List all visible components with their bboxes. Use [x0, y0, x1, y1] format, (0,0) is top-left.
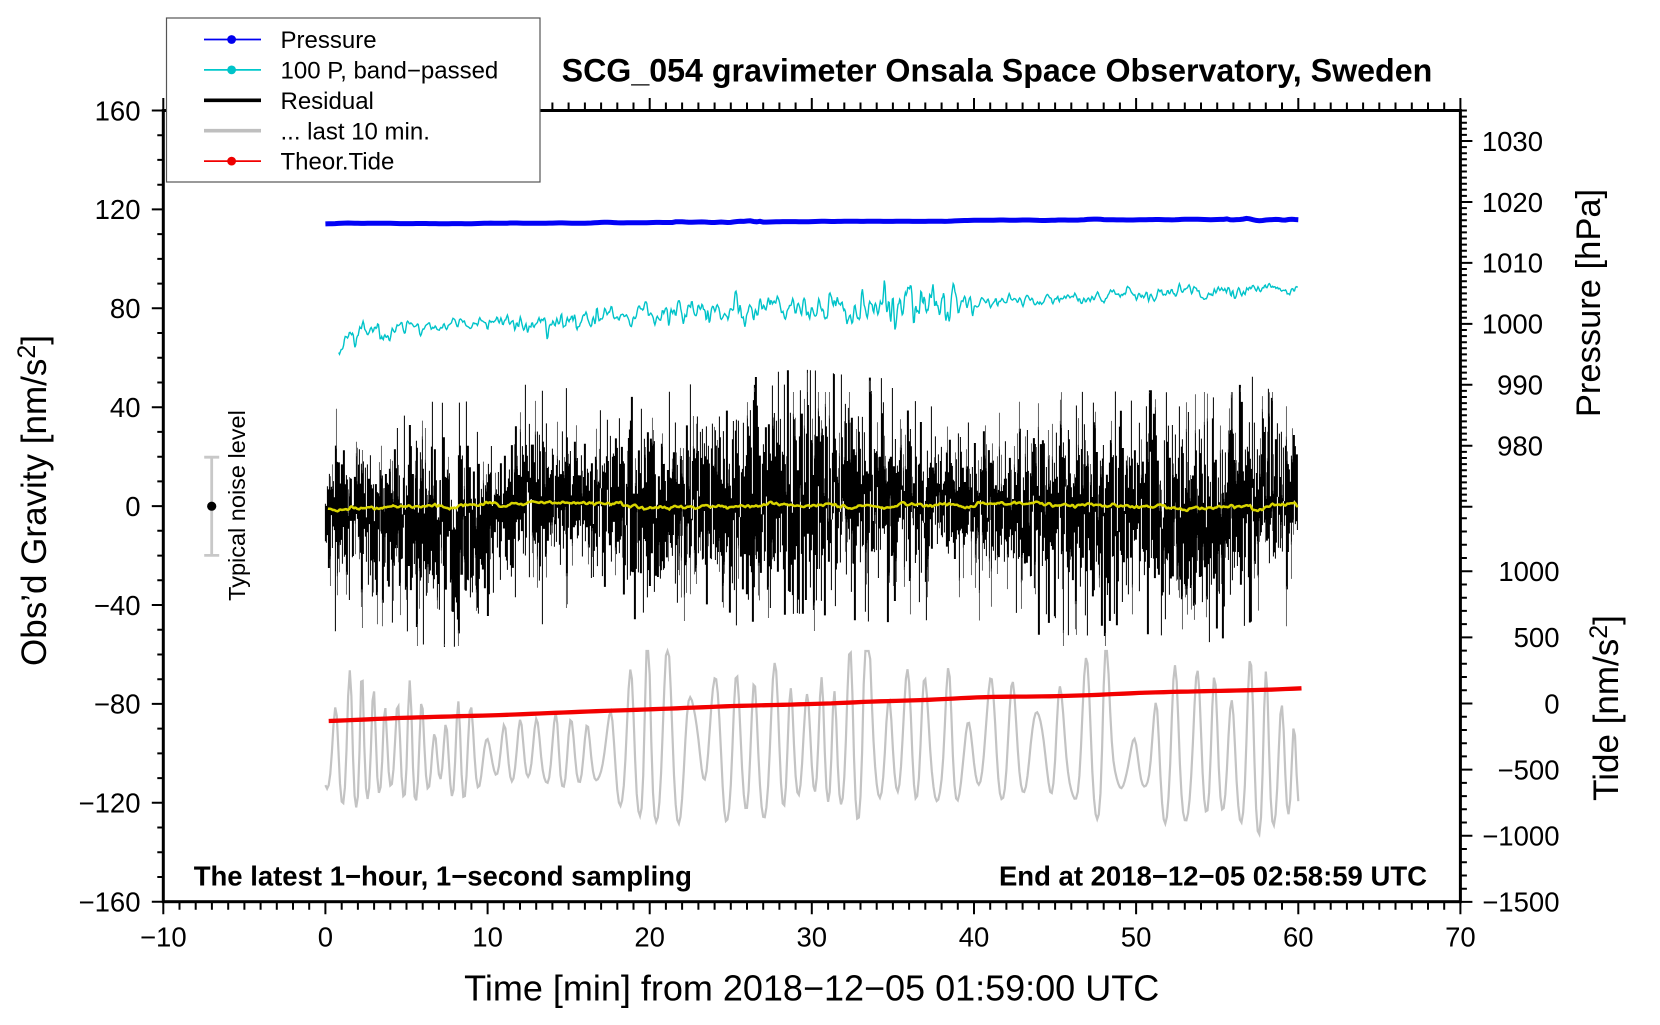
svg-text:990: 990	[1497, 370, 1543, 401]
svg-text:70: 70	[1445, 921, 1476, 952]
svg-text:Pressure: Pressure	[281, 27, 377, 54]
svg-text:End at 2018−12−05 02:58:59 UTC: End at 2018−12−05 02:58:59 UTC	[999, 861, 1427, 892]
svg-text:Tide [nm/s2]: Tide [nm/s2]	[1585, 615, 1626, 801]
svg-text:−1500: −1500	[1482, 887, 1559, 918]
svg-text:Residual: Residual	[281, 88, 374, 115]
svg-text:SCG_054 gravimeter Onsala Spac: SCG_054 gravimeter Onsala Space Observat…	[562, 52, 1433, 88]
svg-text:40: 40	[110, 392, 141, 423]
svg-text:Pressure [hPa]: Pressure [hPa]	[1570, 189, 1608, 417]
svg-text:−160: −160	[79, 887, 141, 918]
svg-text:0: 0	[318, 921, 333, 952]
svg-text:1000: 1000	[1498, 556, 1559, 587]
svg-text:Time [min] from 2018−12−05 01:: Time [min] from 2018−12−05 01:59:00 UTC	[464, 967, 1159, 1008]
svg-text:−120: −120	[79, 788, 141, 819]
svg-text:160: 160	[95, 95, 141, 126]
svg-text:1010: 1010	[1482, 248, 1543, 279]
svg-text:Typical noise level: Typical noise level	[224, 410, 250, 601]
svg-text:The latest 1−hour, 1−second sa: The latest 1−hour, 1−second sampling	[194, 861, 692, 892]
svg-text:10: 10	[472, 921, 503, 952]
svg-text:50: 50	[1121, 921, 1152, 952]
svg-text:Obs’d Gravity [nm/s2]: Obs’d Gravity [nm/s2]	[13, 335, 54, 666]
svg-text:−10: −10	[140, 921, 187, 952]
svg-text:−40: −40	[94, 590, 141, 621]
svg-text:100 P, band−passed: 100 P, band−passed	[281, 58, 499, 85]
svg-text:−80: −80	[94, 689, 141, 720]
svg-text:Theor.Tide: Theor.Tide	[281, 149, 395, 176]
svg-text:980: 980	[1497, 431, 1543, 462]
svg-text:... last 10 min.: ... last 10 min.	[281, 118, 430, 145]
svg-text:120: 120	[95, 194, 141, 225]
svg-text:500: 500	[1514, 622, 1560, 653]
svg-text:−500: −500	[1498, 754, 1560, 785]
svg-text:80: 80	[110, 293, 141, 324]
svg-text:1000: 1000	[1482, 309, 1543, 340]
svg-text:1030: 1030	[1482, 126, 1543, 157]
svg-text:0: 0	[1544, 688, 1559, 719]
svg-text:0: 0	[125, 491, 140, 522]
svg-text:60: 60	[1283, 921, 1314, 952]
svg-text:40: 40	[959, 921, 990, 952]
svg-text:−1000: −1000	[1482, 821, 1559, 852]
svg-text:20: 20	[634, 921, 665, 952]
svg-text:30: 30	[797, 921, 828, 952]
svg-text:1020: 1020	[1482, 187, 1543, 218]
